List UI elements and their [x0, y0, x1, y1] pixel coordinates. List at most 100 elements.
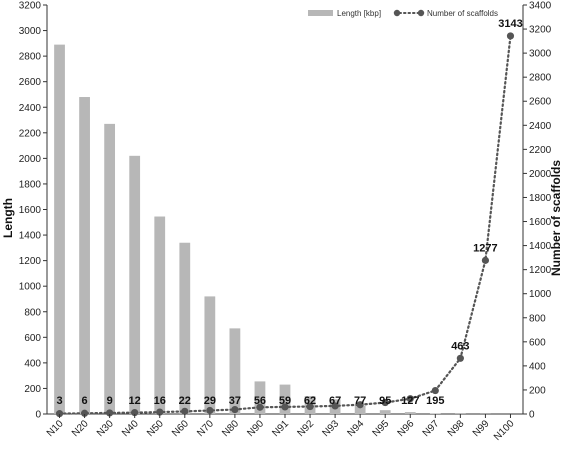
length-bar [429, 413, 441, 414]
length-bar [254, 381, 266, 414]
scaffold-data-label: 67 [329, 395, 341, 407]
x-tick-label: N80 [220, 418, 241, 439]
scaffold-point [256, 403, 264, 411]
scaffold-point [55, 410, 64, 418]
scaffold-data-label: 56 [254, 395, 266, 407]
length-bar [279, 384, 291, 414]
left-tick-label: 800 [24, 307, 41, 318]
right-tick-label: 2000 [529, 169, 552, 180]
left-tick-label: 2800 [19, 52, 42, 63]
x-tick-label: N98 [446, 418, 467, 439]
x-tick-label: N97 [421, 418, 442, 439]
left-tick-label: 200 [24, 384, 41, 395]
left-axis-title: Length [1, 198, 15, 238]
left-tick-label: 2400 [19, 103, 42, 114]
right-tick-label: 200 [529, 385, 546, 396]
right-tick-label: 3200 [529, 25, 552, 36]
scaffold-data-label: 1277 [473, 242, 497, 254]
scaffold-point [281, 403, 289, 411]
right-tick-label: 1800 [529, 193, 552, 204]
left-tick-label: 3200 [19, 1, 42, 12]
left-tick-label: 600 [24, 333, 41, 344]
left-y-axis-ticks: 0 200 400 600 800 1000 1200 1400 1600 1800 2000 220… [19, 1, 47, 421]
scaffold-point [331, 402, 339, 410]
length-bar [179, 242, 191, 414]
scaffold-points [55, 32, 515, 418]
legend-line-marker-left [393, 9, 401, 17]
right-tick-label: 2800 [529, 73, 552, 84]
left-tick-label: 1600 [19, 205, 42, 216]
scaffold-data-label: 59 [279, 395, 291, 407]
scaffold-point [106, 409, 114, 417]
length-bars [54, 44, 491, 415]
scaffold-point [156, 408, 164, 416]
left-tick-label: 1800 [19, 179, 42, 190]
x-tick-label: N99 [471, 418, 492, 439]
scaffold-point [206, 406, 214, 415]
scaffold-data-label: 95 [379, 395, 391, 407]
right-tick-label: 1600 [529, 217, 552, 228]
left-tick-label: 1000 [19, 282, 42, 293]
scaffold-point [506, 32, 515, 40]
scaffold-point [181, 407, 189, 415]
x-tick-label: N20 [70, 418, 91, 439]
right-tick-label: 3400 [529, 1, 552, 12]
legend: Length [kbp] Number of scaffolds [308, 9, 498, 18]
left-tick-label: 2200 [19, 128, 42, 139]
x-tick-label: N60 [170, 418, 191, 439]
right-tick-label: 1000 [529, 289, 552, 300]
x-tick-label: N96 [396, 418, 417, 439]
right-axis-title: Number of scaffolds [549, 160, 563, 276]
length-bar [104, 123, 116, 414]
scaffold-data-label: 22 [179, 395, 191, 407]
scaffold-data-label: 463 [451, 340, 469, 352]
length-bar [229, 328, 241, 414]
length-bar [54, 44, 65, 414]
scaffold-point [231, 405, 239, 414]
left-tick-label: 0 [35, 410, 41, 421]
legend-line-label: Number of scaffolds [427, 9, 498, 18]
scaffold-point [356, 401, 364, 409]
length-bar [129, 155, 141, 414]
x-axis-ticks: N10 N20 N30 N40 N50 N60 N70 N80 N90 N91 N92 N93 N94 N… [45, 414, 517, 443]
scaffold-point [306, 402, 314, 411]
legend-bar-label: Length [kbp] [337, 9, 381, 18]
scaffold-data-label: 16 [154, 395, 166, 407]
left-tick-label: 400 [24, 358, 41, 369]
right-tick-label: 2200 [529, 145, 552, 156]
x-tick-label: N10 [45, 418, 66, 439]
left-tick-label: 2600 [19, 77, 42, 88]
x-tick-label: N100 [492, 418, 517, 443]
scaffold-data-label: 62 [304, 395, 316, 407]
scaffold-point [80, 409, 89, 417]
length-bar [79, 97, 90, 415]
scaffold-data-label: 127 [401, 395, 419, 407]
right-tick-label: 800 [529, 313, 546, 324]
scaffold-data-label: 6 [82, 395, 88, 407]
x-tick-label: N91 [270, 418, 291, 439]
length-bar [354, 405, 366, 414]
legend-bar-swatch [308, 10, 333, 16]
scaffold-line [58, 34, 512, 415]
right-tick-label: 1200 [529, 265, 552, 276]
length-bar [204, 296, 216, 414]
scaffold-point [381, 398, 389, 407]
axes [46, 5, 524, 415]
scaffold-point [131, 408, 139, 417]
scaffold-point [406, 395, 414, 403]
right-y-axis-ticks: 0 200 400 600 800 1000 1200 1400 1600 1800 2000 220… [523, 1, 552, 421]
x-tick-label: N92 [295, 418, 316, 439]
length-bar [404, 412, 416, 414]
scaffold-data-label: 29 [204, 395, 216, 407]
left-tick-label: 1200 [19, 256, 42, 267]
right-tick-label: 3000 [529, 49, 552, 60]
scaffold-data-label: 3 [56, 395, 62, 407]
left-tick-label: 3000 [19, 26, 42, 37]
scaffold-data-label: 37 [229, 395, 241, 407]
x-tick-label: N50 [145, 418, 166, 439]
left-tick-label: 1400 [19, 231, 42, 242]
scaffold-data-label: 3143 [498, 18, 522, 30]
right-tick-label: 600 [529, 337, 546, 348]
x-tick-label: N93 [320, 418, 341, 439]
